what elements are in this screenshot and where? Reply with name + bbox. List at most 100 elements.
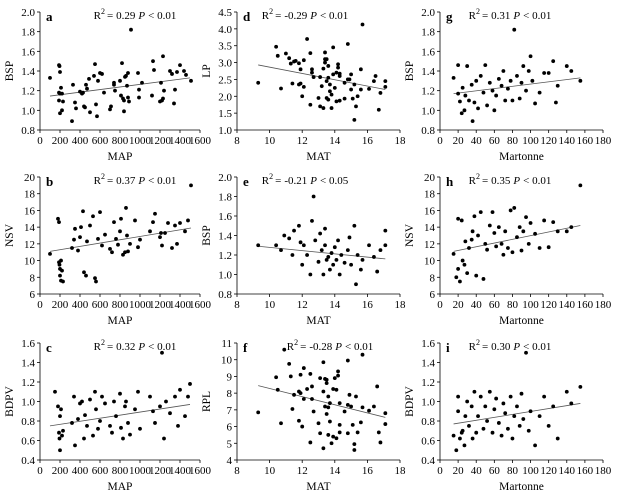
y-tick-label: 8 <box>430 272 436 284</box>
p-symbol: P <box>137 175 145 187</box>
data-point <box>108 107 112 112</box>
data-point <box>173 87 177 92</box>
data-point <box>297 418 301 423</box>
data-point <box>287 56 292 61</box>
p-value: < 0.05 <box>320 175 349 187</box>
data-point <box>564 64 569 68</box>
r2-value: 0.32 <box>116 341 135 353</box>
data-point <box>334 70 339 75</box>
data-point <box>103 232 107 237</box>
data-point <box>301 366 306 370</box>
data-point <box>170 72 174 76</box>
data-point <box>56 404 60 409</box>
r2-value: 0.30 <box>491 341 511 353</box>
data-point <box>84 82 88 87</box>
equals-sign: = <box>482 10 488 22</box>
data-point <box>85 86 89 91</box>
data-point <box>470 229 475 234</box>
data-point <box>58 273 62 278</box>
x-tick-label: 140 <box>559 299 576 311</box>
data-point <box>358 267 363 272</box>
x-tick-label: 200 <box>52 135 69 147</box>
data-point <box>293 58 298 63</box>
r-symbol: R <box>287 341 295 353</box>
x-tick-label: 600 <box>92 299 109 311</box>
x-tick-label: 120 <box>540 465 557 477</box>
panel-letter: a <box>46 9 53 24</box>
data-point <box>472 389 477 394</box>
data-point <box>160 350 164 355</box>
data-point <box>336 369 340 374</box>
data-point <box>112 399 116 404</box>
data-point <box>503 411 508 416</box>
y-tick-label: 2.0 <box>21 7 35 19</box>
data-point <box>183 414 187 419</box>
y-tick-label: 6 <box>430 289 436 301</box>
data-point <box>462 262 467 267</box>
data-point <box>478 210 483 215</box>
data-point <box>460 85 465 90</box>
data-point <box>168 411 172 416</box>
data-point <box>127 99 131 104</box>
trend-line <box>258 385 386 418</box>
data-point <box>308 102 313 107</box>
y-tick-label: 12 <box>424 239 435 251</box>
data-point <box>470 119 475 124</box>
trend-line <box>258 245 386 260</box>
data-point <box>175 70 179 74</box>
x-tick-label: 100 <box>522 465 539 477</box>
data-point <box>298 81 303 86</box>
data-point <box>76 248 80 253</box>
stat-annotation: R2 = 0.31 P < 0.01 <box>469 7 552 22</box>
data-point <box>331 387 336 391</box>
data-point <box>336 373 340 378</box>
x-tick-label: 800 <box>112 465 129 477</box>
data-point <box>279 86 283 91</box>
x-tick-label: 600 <box>92 465 109 477</box>
data-point <box>313 238 318 243</box>
data-point <box>499 83 504 88</box>
data-point <box>122 98 126 103</box>
data-point <box>297 223 301 228</box>
data-point <box>342 80 347 85</box>
x-tick-label: 12 <box>297 135 308 147</box>
data-point <box>554 100 558 105</box>
data-point <box>58 448 62 453</box>
data-point <box>118 229 122 234</box>
data-point <box>360 405 365 410</box>
r2-value: -0.29 <box>284 10 307 22</box>
y-tick-label: 0.6 <box>421 436 435 448</box>
data-point <box>526 428 531 433</box>
data-point <box>136 245 140 250</box>
data-point <box>463 93 468 98</box>
y-tick-label: 1.6 <box>421 338 435 350</box>
data-point <box>73 443 77 448</box>
p-value: < 0.01 <box>148 341 176 353</box>
data-point <box>84 273 88 278</box>
data-point <box>73 100 77 105</box>
r-superscript: 2 <box>476 7 480 16</box>
data-point <box>506 246 510 250</box>
data-point <box>358 87 363 92</box>
data-point <box>323 226 327 231</box>
y-tick-label: 1.4 <box>218 231 232 243</box>
data-point <box>383 84 388 89</box>
y-tick-label: 4.0 <box>218 24 232 36</box>
data-point <box>355 430 360 435</box>
data-point <box>517 423 522 428</box>
data-point <box>119 425 123 430</box>
data-point <box>456 394 461 399</box>
data-point <box>318 104 323 109</box>
panel-d: 8 10 12 14 16 18 1.0 1.5 2.0 2.5 3.0 3.5 4.0 4.5 MAT LP… <box>201 7 406 163</box>
data-point <box>519 248 524 253</box>
y-tick-label: 6 <box>227 422 233 434</box>
x-tick-label: 100 <box>522 299 539 311</box>
data-point <box>274 44 279 49</box>
panel-g: 0 20 40 60 80 100 120 140 160 180 0.8 1.0 1.2 1.4 1.6 1… <box>404 7 612 163</box>
data-point <box>57 64 62 68</box>
data-point <box>537 246 542 250</box>
data-point <box>83 105 87 110</box>
data-point <box>332 85 337 90</box>
data-point <box>74 106 78 111</box>
data-point <box>318 231 323 236</box>
